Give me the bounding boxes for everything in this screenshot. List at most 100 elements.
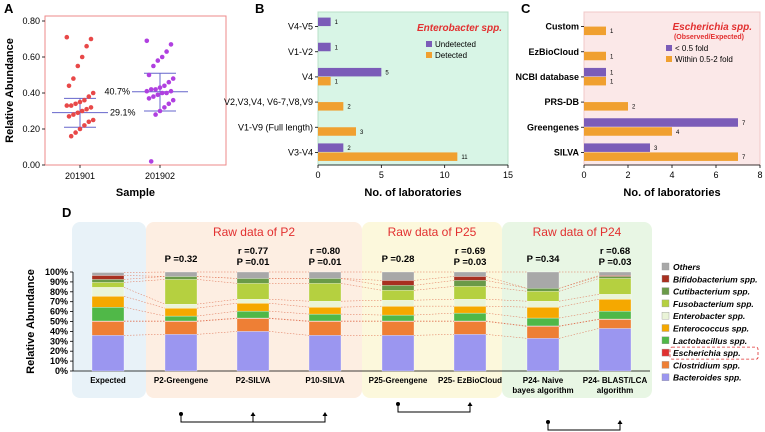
bar-value-label: 7	[742, 155, 746, 161]
bar	[318, 127, 356, 136]
stat-p: P =0.28	[382, 254, 415, 265]
chart-title: Escherichia spp.	[673, 22, 752, 33]
group-title: Raw data of P25	[388, 225, 477, 239]
connector-line	[558, 319, 600, 327]
legend-swatch	[661, 348, 670, 357]
stacked-segment	[453, 271, 487, 277]
stacked-segment	[308, 335, 342, 372]
x-category-label: P2-Greengene	[154, 376, 209, 385]
legend-label: Enterobacter spp.	[673, 311, 745, 321]
panel-b-plot-area	[317, 11, 509, 166]
category-label: Greengenes	[527, 122, 579, 132]
bar-value-label: 3	[654, 146, 658, 152]
x-category-label: Expected	[90, 376, 126, 385]
legend-swatch	[666, 56, 672, 62]
connector-line	[340, 278, 383, 281]
stacked-segment	[381, 314, 415, 322]
legend-swatch	[661, 262, 670, 271]
stacked-segment	[526, 326, 560, 339]
data-point	[164, 90, 169, 96]
stat-r: r =0.77	[238, 246, 268, 257]
data-point	[79, 108, 85, 114]
data-point	[153, 112, 158, 117]
stacked-segment	[308, 278, 342, 284]
x-tick-label: 0	[581, 170, 586, 180]
x-tick-label: 2	[625, 170, 630, 180]
y-tick-label: 70%	[50, 297, 68, 307]
stat-p: P =0.03	[454, 257, 487, 268]
legend-swatch	[661, 287, 670, 295]
y-tick-label: 30%	[50, 336, 68, 346]
stacked-segment	[598, 294, 632, 300]
connector-line	[340, 299, 383, 302]
stacked-segment	[91, 282, 125, 288]
y-tick-label: 100%	[45, 267, 68, 277]
x-category-label: P25-Greengene	[369, 376, 428, 385]
connector-line	[123, 287, 166, 305]
x-category-label: P24- Naive bayes algorithm	[512, 376, 573, 395]
y-tick-label: 20%	[50, 346, 68, 356]
stacked-segment	[236, 331, 270, 372]
stat-p: P =0.01	[309, 257, 343, 268]
connector-line	[123, 306, 166, 317]
connector-line	[268, 302, 310, 308]
legend-label: < 0.5 fold	[675, 44, 708, 53]
y-tick-label: 0.40	[22, 88, 40, 98]
connector-line	[485, 312, 528, 319]
bar	[318, 76, 331, 86]
stacked-segment	[164, 315, 198, 322]
category-label: V4-V5	[288, 22, 313, 32]
legend-swatch	[661, 275, 670, 283]
connector-line	[123, 334, 166, 336]
y-tick-label: 40%	[50, 326, 68, 336]
y-axis-title: Relative Abundance	[4, 38, 16, 143]
data-point	[159, 54, 165, 60]
connector-line	[196, 298, 238, 305]
data-point	[159, 90, 165, 96]
data-point	[157, 85, 163, 90]
bar	[584, 51, 606, 61]
category-label: V1-V2	[288, 47, 313, 57]
connector-line	[413, 276, 455, 281]
data-point	[146, 72, 152, 78]
stacked-segment	[308, 321, 342, 336]
stat-p: P =0.03	[599, 257, 632, 268]
connector-line	[485, 320, 528, 327]
category-label: V2,V3,V4, V6-7,V8,V9	[224, 97, 313, 107]
connector-line	[485, 321, 528, 327]
y-tick-label: 80%	[50, 287, 68, 297]
stacked-segment	[91, 335, 125, 372]
connector-line	[268, 331, 310, 336]
stacked-segment	[381, 300, 415, 307]
legend-label: Cutibacterium spp.	[673, 287, 750, 297]
legend-swatch	[666, 45, 672, 51]
connector-line	[196, 310, 238, 317]
category-label: V4	[302, 72, 313, 82]
data-point	[64, 103, 70, 108]
panel-b-letter: B	[255, 1, 264, 16]
data-point	[73, 101, 78, 107]
data-point	[166, 79, 172, 85]
stacked-segment	[91, 321, 125, 336]
connector-line	[340, 313, 383, 316]
data-point	[75, 63, 81, 69]
stacked-segment	[91, 272, 125, 276]
category-label: V3-V4	[288, 147, 313, 157]
data-point	[166, 101, 172, 107]
connector-line	[268, 298, 310, 302]
bar	[584, 118, 738, 127]
connector-line	[123, 275, 166, 277]
bar-value-label: 1	[610, 54, 614, 60]
data-point	[66, 114, 72, 119]
bar-value-label: 1	[335, 20, 339, 26]
stacked-segment	[598, 319, 632, 329]
y-tick-label: 0.60	[22, 52, 40, 62]
legend-label: Detected	[435, 51, 467, 60]
y-tick-label: 10%	[50, 356, 68, 366]
category-label: EzBioCloud	[529, 47, 580, 57]
legend-swatch	[661, 299, 670, 308]
connector-line	[268, 310, 310, 315]
data-point	[90, 117, 96, 123]
stacked-segment	[381, 271, 415, 281]
